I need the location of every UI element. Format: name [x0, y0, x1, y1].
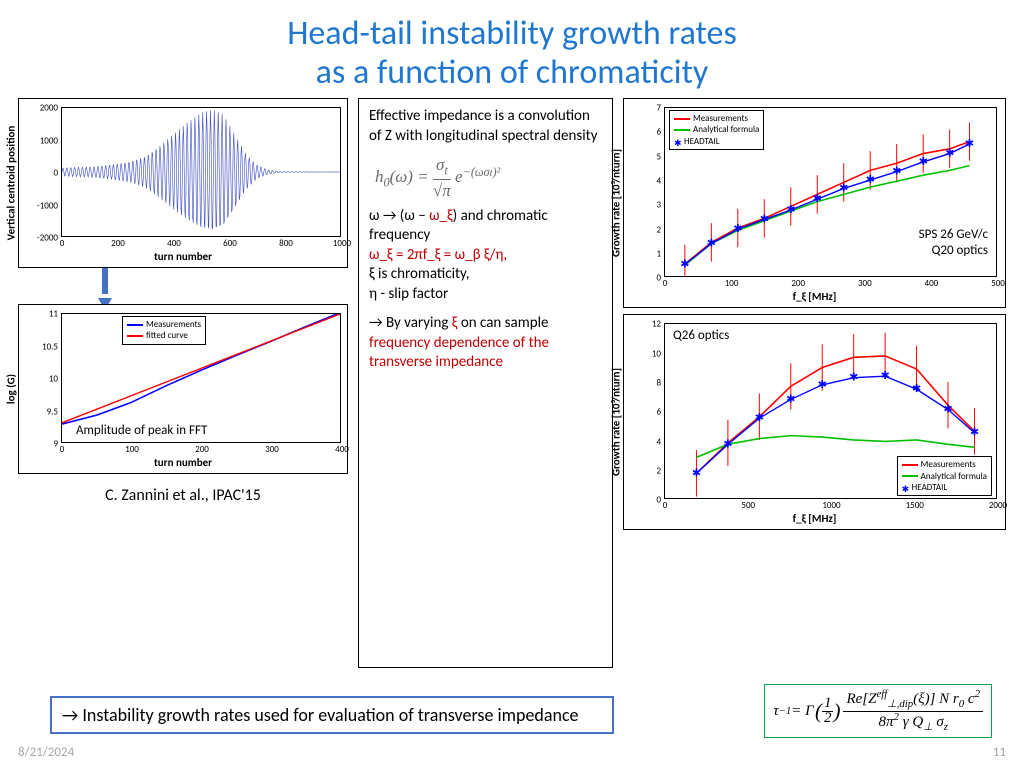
svg-text:✱: ✱: [818, 378, 827, 391]
title-line-2: as a function of chromaticity: [316, 52, 709, 93]
svg-text:✱: ✱: [892, 165, 901, 178]
slide-title: Head-tail instability growth rates as a …: [18, 14, 1006, 92]
svg-text:✱: ✱: [839, 182, 848, 195]
slide: Head-tail instability growth rates as a …: [0, 0, 1024, 768]
svg-text:✱: ✱: [755, 411, 764, 424]
mid-p4: ξ is chromaticity,: [369, 265, 602, 285]
explanation-box: Effective impedance is a convolution of …: [358, 98, 613, 668]
plot-area: ✱ ✱ ✱ ✱ ✱ ✱ ✱ ✱ ✱ ✱ Q26 optics Measurements Analy…: [664, 323, 997, 499]
left-column: Vertical centroid position 0200400600800…: [18, 98, 348, 668]
legend: Measurements Analytical formula ✱HEADTAI…: [669, 110, 764, 150]
xlabel: f_ξ [MHz]: [793, 512, 837, 525]
tau-formula-box: τ−1 = Γ (12) Re[Zeff⊥,dip(ξ)] N r0 c2 8π…: [764, 684, 992, 738]
plot-area: ✱ ✱ ✱ ✱ ✱ ✱ ✱ ✱ ✱ ✱ ✱ ✱ Measurements Analytical for…: [664, 107, 997, 277]
mid-p3: ω_ξ = 2πf_ξ = ω_β ξ/η,: [369, 246, 602, 266]
legend: Measurements fitted curve: [122, 316, 206, 345]
chart-q26: Growth rate [10³/nturn] ✱✱✱✱✱✱✱✱✱✱ Q26 o…: [623, 314, 1006, 530]
annot-2: Q20 optics: [932, 243, 988, 258]
svg-text:✱: ✱: [692, 467, 701, 480]
ylabel: Growth rate [10³/nturn]: [610, 149, 623, 257]
svg-text:✱: ✱: [970, 426, 979, 439]
middle-column: Effective impedance is a convolution of …: [358, 98, 613, 668]
svg-text:✱: ✱: [813, 192, 822, 205]
mid-p1: Effective impedance is a convolution of …: [369, 107, 602, 146]
annot: Q26 optics: [673, 328, 729, 343]
xlabel: f_ξ [MHz]: [793, 290, 837, 303]
ylabel: Vertical centroid position: [5, 126, 18, 241]
citation: C. Zannini et al., IPAC'15: [18, 486, 348, 505]
content-columns: Vertical centroid position 0200400600800…: [18, 98, 1006, 668]
svg-text:✱: ✱: [760, 213, 769, 226]
svg-text:✱: ✱: [786, 203, 795, 216]
chart-centroid-vs-turn: Vertical centroid position 0200400600800…: [18, 98, 348, 268]
svg-text:✱: ✱: [912, 382, 921, 395]
mid-p2: ω → (ω − ω_ξ) and chromatic frequency: [369, 207, 602, 246]
legend: Measurements Analytical formula ✱HEADTAI…: [897, 456, 992, 496]
bottom-note: → Instability growth rates used for eval…: [62, 704, 579, 726]
svg-text:✱: ✱: [786, 393, 795, 406]
plot-area: 02004006008001000-2000-1000010002000: [61, 107, 341, 237]
svg-text:✱: ✱: [945, 147, 954, 160]
ylabel: Growth rate [10³/nturn]: [610, 368, 623, 476]
annotation: Amplitude of peak in FFT: [76, 423, 207, 438]
svg-text:✱: ✱: [849, 371, 858, 384]
svg-text:✱: ✱: [919, 155, 928, 168]
svg-text:✱: ✱: [866, 173, 875, 186]
mid-p5: η - slip factor: [369, 285, 602, 305]
svg-text:✱: ✱: [707, 237, 716, 250]
xlabel: turn number: [154, 456, 212, 469]
plot-area: Measurements fitted curve Amplitude of p…: [61, 313, 341, 443]
svg-text:✱: ✱: [965, 137, 974, 150]
svg-text:✱: ✱: [680, 258, 689, 271]
chart-q20: Growth rate [10³/nturn] ✱✱✱✱✱✱✱✱✱✱✱✱ Mea…: [623, 98, 1006, 308]
ylabel: log (G): [5, 374, 18, 404]
xlabel: turn number: [154, 250, 212, 263]
mid-p6: → By varying ξ on can sample frequency d…: [369, 314, 602, 373]
h0-formula: h0(ω) = σt√π e−(ωσt)²: [375, 154, 602, 202]
title-line-1: Head-tail instability growth rates: [287, 13, 737, 54]
svg-text:✱: ✱: [723, 438, 732, 451]
footer-date: 8/21/2024: [18, 745, 74, 760]
svg-text:✱: ✱: [943, 403, 952, 416]
bottom-note-box: → Instability growth rates used for eval…: [50, 696, 614, 735]
chart-logG-vs-turn: log (G) Measurements fitted curve Amplit…: [18, 304, 348, 474]
arrow-down: [18, 268, 348, 304]
right-column: Growth rate [10³/nturn] ✱✱✱✱✱✱✱✱✱✱✱✱ Mea…: [623, 98, 1006, 668]
svg-text:✱: ✱: [881, 369, 890, 382]
svg-text:✱: ✱: [733, 222, 742, 235]
annot-1: SPS 26 GeV/c: [919, 227, 988, 242]
footer-page: 11: [993, 745, 1006, 760]
oscillation-signal: [62, 108, 340, 236]
